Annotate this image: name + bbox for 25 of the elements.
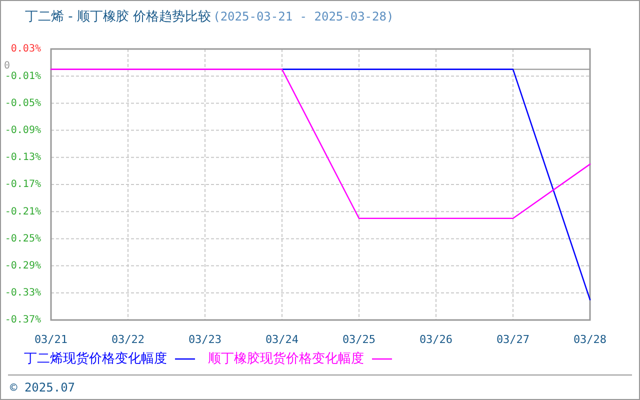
y-tick-label: -0.25% (4, 233, 41, 244)
y-tick-label: -0.33% (4, 288, 41, 299)
chart-title: 丁二烯 - 顺丁橡胶 价格趋势比较 (25, 10, 212, 25)
x-tick-label: 03/26 (419, 333, 453, 346)
y-tick-label: -0.05% (4, 98, 41, 109)
x-tick-label: 03/27 (496, 333, 530, 346)
x-tick-label: 03/22 (111, 333, 145, 346)
chart-subtitle: (2025-03-21 - 2025-03-28) (213, 9, 394, 24)
legend-label: 顺丁橡胶现货价格变化幅度 (208, 350, 364, 367)
y-tick-label: -0.29% (4, 260, 41, 272)
y-tick-label: -0.21% (4, 206, 41, 218)
y-tick-label: 0.03% (10, 44, 41, 55)
legend-label: 丁二烯现货价格变化幅度 (24, 350, 167, 367)
x-tick-label: 03/28 (573, 333, 607, 346)
y-tick-label: -0.17% (4, 179, 41, 190)
x-tick-label: 03/25 (342, 333, 376, 346)
y-tick-label: -0.09% (4, 125, 41, 136)
x-tick-label: 03/24 (265, 333, 299, 346)
y-tick-label: -0.13% (4, 152, 41, 164)
y-tick-label: -0.37% (4, 314, 41, 326)
y-tick-label: -0.01% (4, 70, 41, 82)
ref-line-label: 0 (4, 60, 10, 72)
x-tick-label: 03/23 (188, 333, 222, 346)
x-tick-label: 03/21 (34, 333, 68, 346)
text: © 2025.07 (10, 380, 76, 394)
